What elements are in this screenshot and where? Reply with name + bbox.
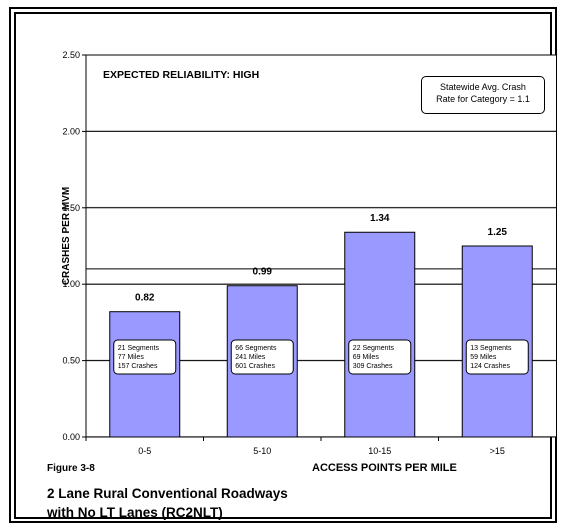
y-tick-label: 2.50 — [62, 50, 80, 60]
bar-note-line: 77 Miles — [118, 354, 145, 361]
x-tick-label: >15 — [490, 446, 505, 456]
bar-value-label: 0.82 — [135, 293, 155, 304]
bar-value-label: 1.25 — [488, 227, 508, 238]
y-tick-label: 0.00 — [62, 432, 80, 442]
y-tick-label: 2.00 — [62, 126, 80, 136]
bar-note-box — [465, 339, 529, 375]
y-axis-title: CRASHES PER MVM — [61, 187, 72, 285]
figure-number: Figure 3-8 — [47, 463, 95, 474]
y-tick-label: 0.50 — [62, 356, 80, 366]
statewide-average-note: Statewide Avg. Crash Rate for Category =… — [421, 76, 545, 114]
x-axis-title: ACCESS POINTS PER MILE — [312, 462, 457, 474]
y-tick-label: 1.00 — [62, 279, 80, 289]
figure-caption-line2: with No LT Lanes (RC2NLT) — [47, 505, 223, 520]
plot-band — [86, 131, 556, 207]
x-tick-label: 0-5 — [138, 446, 151, 456]
bar-note-box — [348, 339, 412, 375]
bar-note-line: 13 Segments — [470, 345, 512, 352]
y-tick-label: 1.50 — [62, 203, 80, 213]
x-tick-label: 10-15 — [368, 446, 391, 456]
bar-note-box — [230, 339, 294, 375]
bar-note-line: 21 Segments — [118, 345, 160, 352]
bar-value-label: 0.99 — [253, 267, 273, 278]
bar-note-line: 66 Segments — [235, 345, 277, 352]
bar-note-line: 241 Miles — [235, 354, 265, 361]
statewide-note-line2: Rate for Category = 1.1 — [436, 94, 530, 104]
figure-caption-line1: 2 Lane Rural Conventional Roadways — [47, 486, 288, 501]
bar-note-line: 59 Miles — [470, 354, 497, 361]
bar-note-line: 157 Crashes — [118, 363, 158, 370]
reliability-annotation: EXPECTED RELIABILITY: HIGH — [103, 69, 260, 81]
bar — [344, 231, 416, 438]
bar-note-line: 124 Crashes — [470, 363, 510, 370]
bar-note-line: 601 Crashes — [235, 363, 275, 370]
bar-note-line: 69 Miles — [353, 354, 380, 361]
x-tick-label: 5-10 — [253, 446, 271, 456]
statewide-note-line1: Statewide Avg. Crash — [440, 82, 526, 92]
bar-note-box — [113, 339, 177, 375]
bar-value-label: 1.34 — [370, 213, 390, 224]
bar-note-line: 309 Crashes — [353, 363, 393, 370]
bar-note-line: 22 Segments — [353, 345, 395, 352]
